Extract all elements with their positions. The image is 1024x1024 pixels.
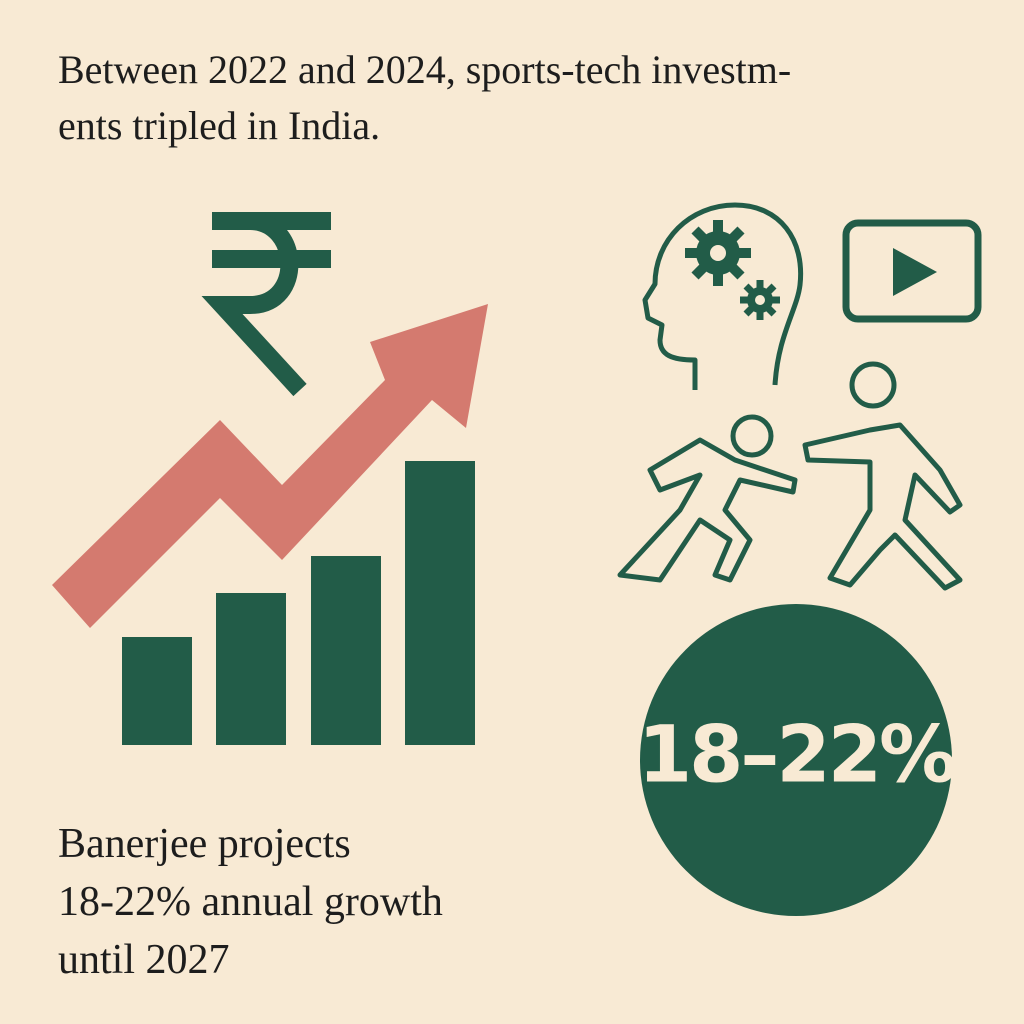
bars (122, 461, 475, 745)
runners-icon (617, 361, 963, 591)
headline-line: Between 2022 and 2024, sports-tech inves… (58, 47, 792, 92)
video-icon (842, 219, 982, 323)
caption-line: 18-22% annual growth (58, 879, 443, 925)
gears (685, 220, 780, 320)
caption: Banerjee projects 18-22% annual growth u… (58, 815, 443, 989)
trend-arrow (52, 304, 488, 628)
rupee-icon (201, 212, 331, 397)
head-icon (642, 202, 804, 390)
caption-line: until 2027 (58, 937, 230, 983)
growth-badge: 18–22% (638, 604, 958, 916)
headline: Between 2022 and 2024, sports-tech inves… (58, 42, 791, 154)
caption-line: Banerjee projects (58, 821, 351, 867)
badge-text: 18–22% (638, 710, 955, 800)
headline-line: ents tripled in India. (58, 103, 381, 148)
